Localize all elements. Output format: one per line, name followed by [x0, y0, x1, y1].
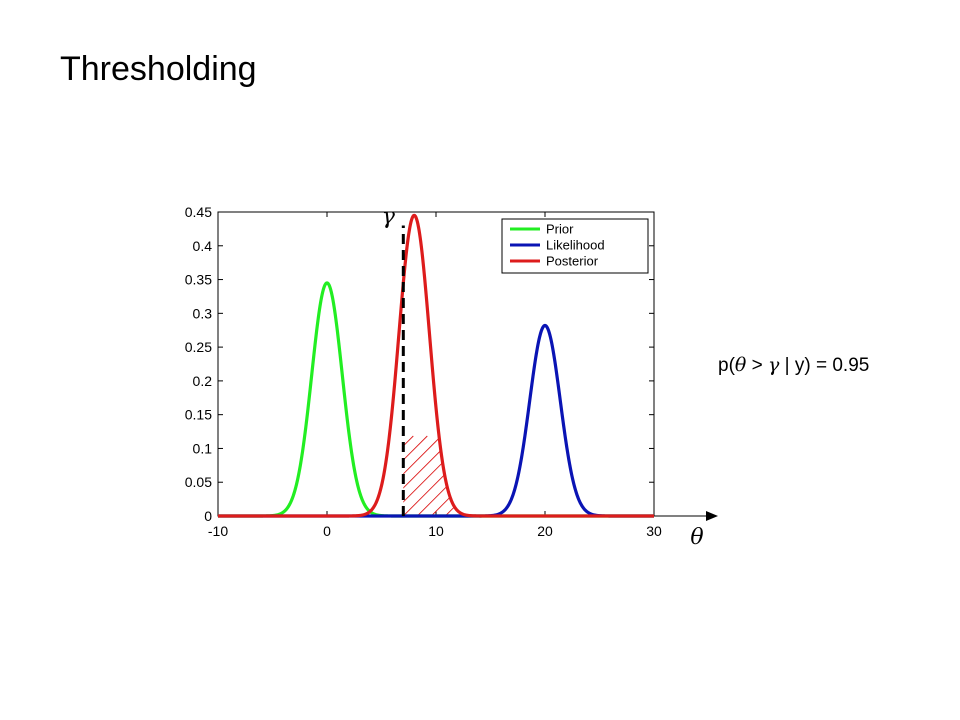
posterior-hatch-line — [935, 436, 960, 516]
posterior-hatch-line — [753, 436, 833, 516]
posterior-hatch-line — [879, 436, 959, 516]
formula-suffix: | y) = 0.95 — [784, 355, 870, 376]
posterior-hatch-line — [809, 436, 889, 516]
formula-gamma-symbol: γ — [768, 354, 780, 376]
legend-label-posterior: Posterior — [546, 254, 599, 269]
posterior-hatch-line — [542, 435, 624, 516]
y-tick-label: 0.3 — [193, 305, 213, 321]
formula-theta-symbol: θ — [734, 354, 747, 376]
legend-label-likelihood: Likelihood — [546, 238, 605, 253]
x-axis-arrowhead — [706, 511, 718, 521]
posterior-hatch-line — [486, 435, 568, 516]
posterior-hatch-line — [795, 436, 875, 516]
series-line-posterior — [216, 213, 656, 518]
formula-prefix: p( — [718, 355, 735, 376]
posterior-hatch-line — [403, 435, 428, 516]
y-tick-label: 0.45 — [185, 204, 212, 220]
posterior-hatch-line — [767, 436, 847, 516]
y-tick-label: 0.2 — [193, 373, 213, 389]
posterior-hatch-line — [472, 435, 554, 516]
posterior-hatch-line — [683, 436, 763, 516]
posterior-hatch-line — [444, 435, 526, 516]
posterior-hatch-line — [697, 436, 777, 516]
legend-label-prior: Prior — [546, 222, 574, 237]
posterior-hatch-line — [781, 436, 861, 516]
x-axis-label: θ — [690, 525, 703, 550]
x-tick-label: -10 — [208, 523, 228, 539]
posterior-hatch-line — [305, 436, 385, 516]
y-tick-label: 0.1 — [193, 440, 213, 456]
posterior-hatch-line — [837, 436, 917, 516]
y-tick-label: 0.25 — [185, 339, 212, 355]
posterior-hatch-line — [403, 435, 414, 516]
posterior-hatch-line — [570, 435, 652, 516]
x-tick-label: 0 — [323, 523, 331, 539]
posterior-hatch-line — [823, 436, 903, 516]
posterior-hatch-line — [711, 436, 791, 516]
posterior-hatch-line — [626, 435, 654, 516]
posterior-hatch-line — [725, 436, 805, 516]
posterior-hatch-line — [907, 436, 960, 516]
posterior-hatch-line — [865, 436, 945, 516]
slide-title: Thresholding — [60, 50, 257, 88]
posterior-hatch-line — [669, 436, 749, 516]
y-tick-label: 0.05 — [185, 474, 212, 490]
posterior-hatch-line — [598, 435, 654, 516]
posterior-hatch-line — [949, 436, 960, 516]
posterior-hatch-line — [921, 436, 960, 516]
threshold-probability-formula: p(θ > γ | y) = 0.95 — [718, 354, 870, 376]
posterior-hatch-line — [500, 435, 582, 516]
y-tick-label: 0.15 — [185, 407, 212, 423]
posterior-hatch-line — [556, 435, 638, 516]
x-tick-label: 30 — [646, 523, 662, 539]
y-tick-label: 0 — [204, 508, 212, 524]
posterior-hatch-line — [893, 436, 960, 516]
posterior-hatch-line — [458, 435, 540, 516]
x-tick-label: 20 — [537, 523, 553, 539]
threshold-gamma-label: γ — [382, 205, 396, 230]
posterior-hatch-line — [403, 435, 442, 516]
y-tick-label: 0.4 — [193, 238, 213, 254]
posterior-hatch-line — [528, 435, 610, 516]
y-tick-label: 0.35 — [185, 272, 212, 288]
posterior-hatch-line — [851, 436, 931, 516]
plot-area: 00.050.10.150.20.250.30.350.40.45-10 0 10 2… — [185, 204, 960, 550]
posterior-hatch-line — [739, 436, 819, 516]
x-tick-label: 10 — [428, 523, 444, 539]
posterior-hatch-line — [514, 435, 596, 516]
posterior-hatch-line — [655, 436, 735, 516]
